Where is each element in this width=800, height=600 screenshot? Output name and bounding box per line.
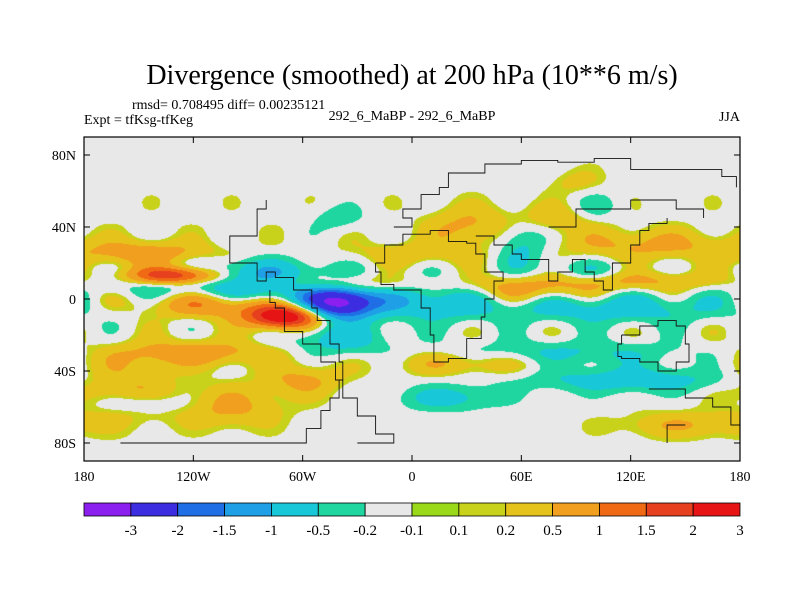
coastline-5 — [548, 199, 705, 228]
colorbar-label: -0.5 — [306, 523, 330, 539]
divergence-field — [84, 137, 740, 461]
expt-label: Expt = tfKsg-tfKeg — [84, 113, 193, 128]
colorbar-label: -0.2 — [353, 523, 377, 539]
colorbar-swatch — [505, 502, 553, 517]
y-tick-label: 40S — [54, 365, 76, 380]
colorbar-swatch — [364, 502, 413, 517]
colorbar-label: 1.5 — [637, 523, 656, 539]
coastline-4 — [475, 218, 668, 291]
colorbar-label: -1.5 — [213, 523, 237, 539]
colorbar-label: 0.5 — [543, 523, 562, 539]
colorbar-label: 0.2 — [496, 523, 515, 539]
chart-title: Divergence (smoothed) at 200 hPa (10**6 … — [146, 60, 677, 91]
y-tick-label: 80S — [54, 437, 76, 452]
x-tick-label: 120W — [176, 470, 211, 485]
coastline-3 — [393, 158, 737, 228]
coastline-1 — [269, 290, 395, 444]
colorbar-swatch — [458, 502, 507, 517]
colorbar-swatch — [224, 502, 272, 517]
y-axis: 80N 40N 0 40S 80S — [52, 149, 740, 452]
colorbar-label: -1 — [265, 523, 278, 539]
continent-outlines — [120, 158, 741, 444]
x-axis: 180 120W 60W 0 60E 120E 180 — [74, 137, 751, 485]
x-tick-label: 180 — [74, 470, 95, 485]
colorbar-label: -2 — [171, 523, 184, 539]
coastline-0 — [120, 200, 344, 444]
colorbar-swatch — [599, 502, 647, 517]
x-tick-label: 120E — [616, 470, 646, 485]
stats-line: rmsd= 0.708495 diff= 0.00235121 — [132, 98, 325, 113]
coastline-7 — [648, 388, 741, 440]
y-tick-label: 40N — [52, 221, 76, 236]
colorbar-swatch — [552, 502, 600, 517]
x-tick-label: 60W — [289, 470, 317, 485]
colorbar-label: -0.1 — [400, 523, 424, 539]
colorbar-swatch — [317, 502, 366, 517]
colorbar-swatch — [411, 502, 460, 517]
plot-area: 180 120W 60W 0 60E 120E 180 80N 40N 0 40S 80S — [52, 136, 751, 485]
x-tick-label: 0 — [409, 470, 416, 485]
colorbar-swatch — [83, 502, 132, 517]
y-tick-label: 0 — [69, 293, 76, 308]
colorbar-label: 3 — [736, 523, 744, 539]
x-tick-label: 180 — [730, 470, 751, 485]
colorbar-label: 0.1 — [449, 523, 468, 539]
colorbar-swatch — [645, 502, 694, 517]
colorbar-label: 2 — [689, 523, 697, 539]
colorbar-label: -3 — [125, 523, 138, 539]
coastline-8 — [666, 424, 686, 443]
x-tick-label: 60E — [510, 470, 533, 485]
colorbar-swatch — [271, 502, 319, 517]
coastline-2 — [375, 230, 504, 363]
y-tick-label: 80N — [52, 149, 76, 164]
coastline-6 — [617, 320, 690, 372]
center-label: 292_6_MaBP - 292_6_MaBP — [329, 109, 496, 124]
colorbar-swatch — [177, 502, 225, 517]
colorbar-label: 1 — [596, 523, 604, 539]
colorbar-swatch — [692, 502, 741, 517]
colorbar: -3 -2 -1.5 -1 -0.5 -0.2 -0.1 0.1 0.2 0.5 1 1.5 2 3 — [83, 502, 744, 539]
season-label: JJA — [719, 110, 741, 125]
colorbar-swatch — [130, 502, 179, 517]
